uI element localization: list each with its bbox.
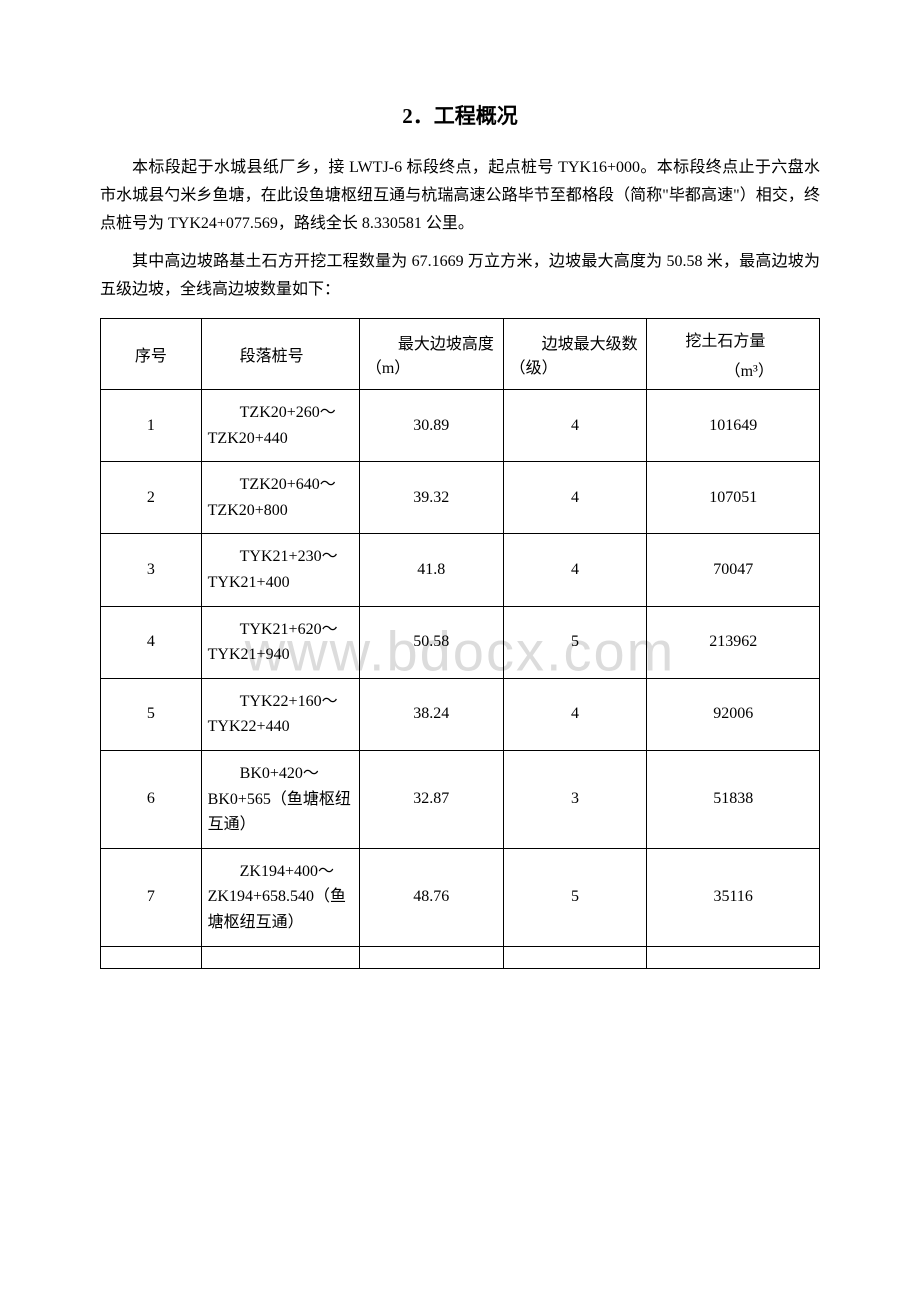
cell-height: 32.87 [359,750,503,848]
header-seq: 序号 [101,319,202,390]
cell-pile: TZK20+260～TZK20+440 [201,390,359,462]
header-volume-label: 挖土石方量 [685,333,765,350]
empty-cell [201,946,359,968]
cell-level: 5 [503,606,647,678]
table-empty-row [101,946,820,968]
section-heading: 2．工程概况 [100,100,820,130]
header-level: 边坡最大级数（级） [503,319,647,390]
cell-level: 4 [503,534,647,606]
cell-pile: TYK22+160～TYK22+440 [201,678,359,750]
cell-level: 4 [503,462,647,534]
cell-height: 38.24 [359,678,503,750]
cell-pile: BK0+420～BK0+565（鱼塘枢纽互通） [201,750,359,848]
empty-cell [647,946,820,968]
cell-pile: TZK20+640～TZK20+800 [201,462,359,534]
cell-height: 39.32 [359,462,503,534]
table-row: 3 TYK21+230～TYK21+400 41.8 4 70047 [101,534,820,606]
cell-height: 48.76 [359,848,503,946]
paragraph-2: 其中高边坡路基土石方开挖工程数量为 67.1669 万立方米，边坡最大高度为 5… [100,248,820,304]
cell-seq: 5 [101,678,202,750]
empty-cell [503,946,647,968]
empty-cell [359,946,503,968]
cell-seq: 2 [101,462,202,534]
header-volume-unit: （m³） [653,357,813,381]
table-row: 6 BK0+420～BK0+565（鱼塘枢纽互通） 32.87 3 51838 [101,750,820,848]
cell-pile: TYK21+620～TYK21+940 [201,606,359,678]
cell-volume: 35116 [647,848,820,946]
cell-volume: 107051 [647,462,820,534]
table-row: 7 ZK194+400～ZK194+658.540（鱼塘枢纽互通） 48.76 … [101,848,820,946]
cell-seq: 1 [101,390,202,462]
cell-volume: 70047 [647,534,820,606]
cell-height: 50.58 [359,606,503,678]
cell-seq: 4 [101,606,202,678]
slope-data-table: 序号 段落桩号 最大边坡高度（m） 边坡最大级数（级） 挖土石方量 （m³） 1… [100,318,820,969]
header-pile: 段落桩号 [201,319,359,390]
cell-height: 30.89 [359,390,503,462]
cell-height: 41.8 [359,534,503,606]
table-row: 4 TYK21+620～TYK21+940 50.58 5 213962 [101,606,820,678]
paragraph-1: 本标段起于水城县纸厂乡，接 LWTJ-6 标段终点，起点桩号 TYK16+000… [100,154,820,238]
table-body: 1 TZK20+260～TZK20+440 30.89 4 101649 2 T… [101,390,820,969]
cell-pile: TYK21+230～TYK21+400 [201,534,359,606]
cell-volume: 92006 [647,678,820,750]
cell-seq: 3 [101,534,202,606]
table-row: 5 TYK22+160～TYK22+440 38.24 4 92006 [101,678,820,750]
cell-volume: 101649 [647,390,820,462]
cell-pile: ZK194+400～ZK194+658.540（鱼塘枢纽互通） [201,848,359,946]
table-row: 2 TZK20+640～TZK20+800 39.32 4 107051 [101,462,820,534]
cell-level: 3 [503,750,647,848]
cell-level: 5 [503,848,647,946]
header-volume: 挖土石方量 （m³） [647,319,820,390]
empty-cell [101,946,202,968]
cell-level: 4 [503,390,647,462]
cell-seq: 7 [101,848,202,946]
header-height: 最大边坡高度（m） [359,319,503,390]
cell-level: 4 [503,678,647,750]
cell-volume: 213962 [647,606,820,678]
cell-volume: 51838 [647,750,820,848]
table-header-row: 序号 段落桩号 最大边坡高度（m） 边坡最大级数（级） 挖土石方量 （m³） [101,319,820,390]
table-row: 1 TZK20+260～TZK20+440 30.89 4 101649 [101,390,820,462]
cell-seq: 6 [101,750,202,848]
